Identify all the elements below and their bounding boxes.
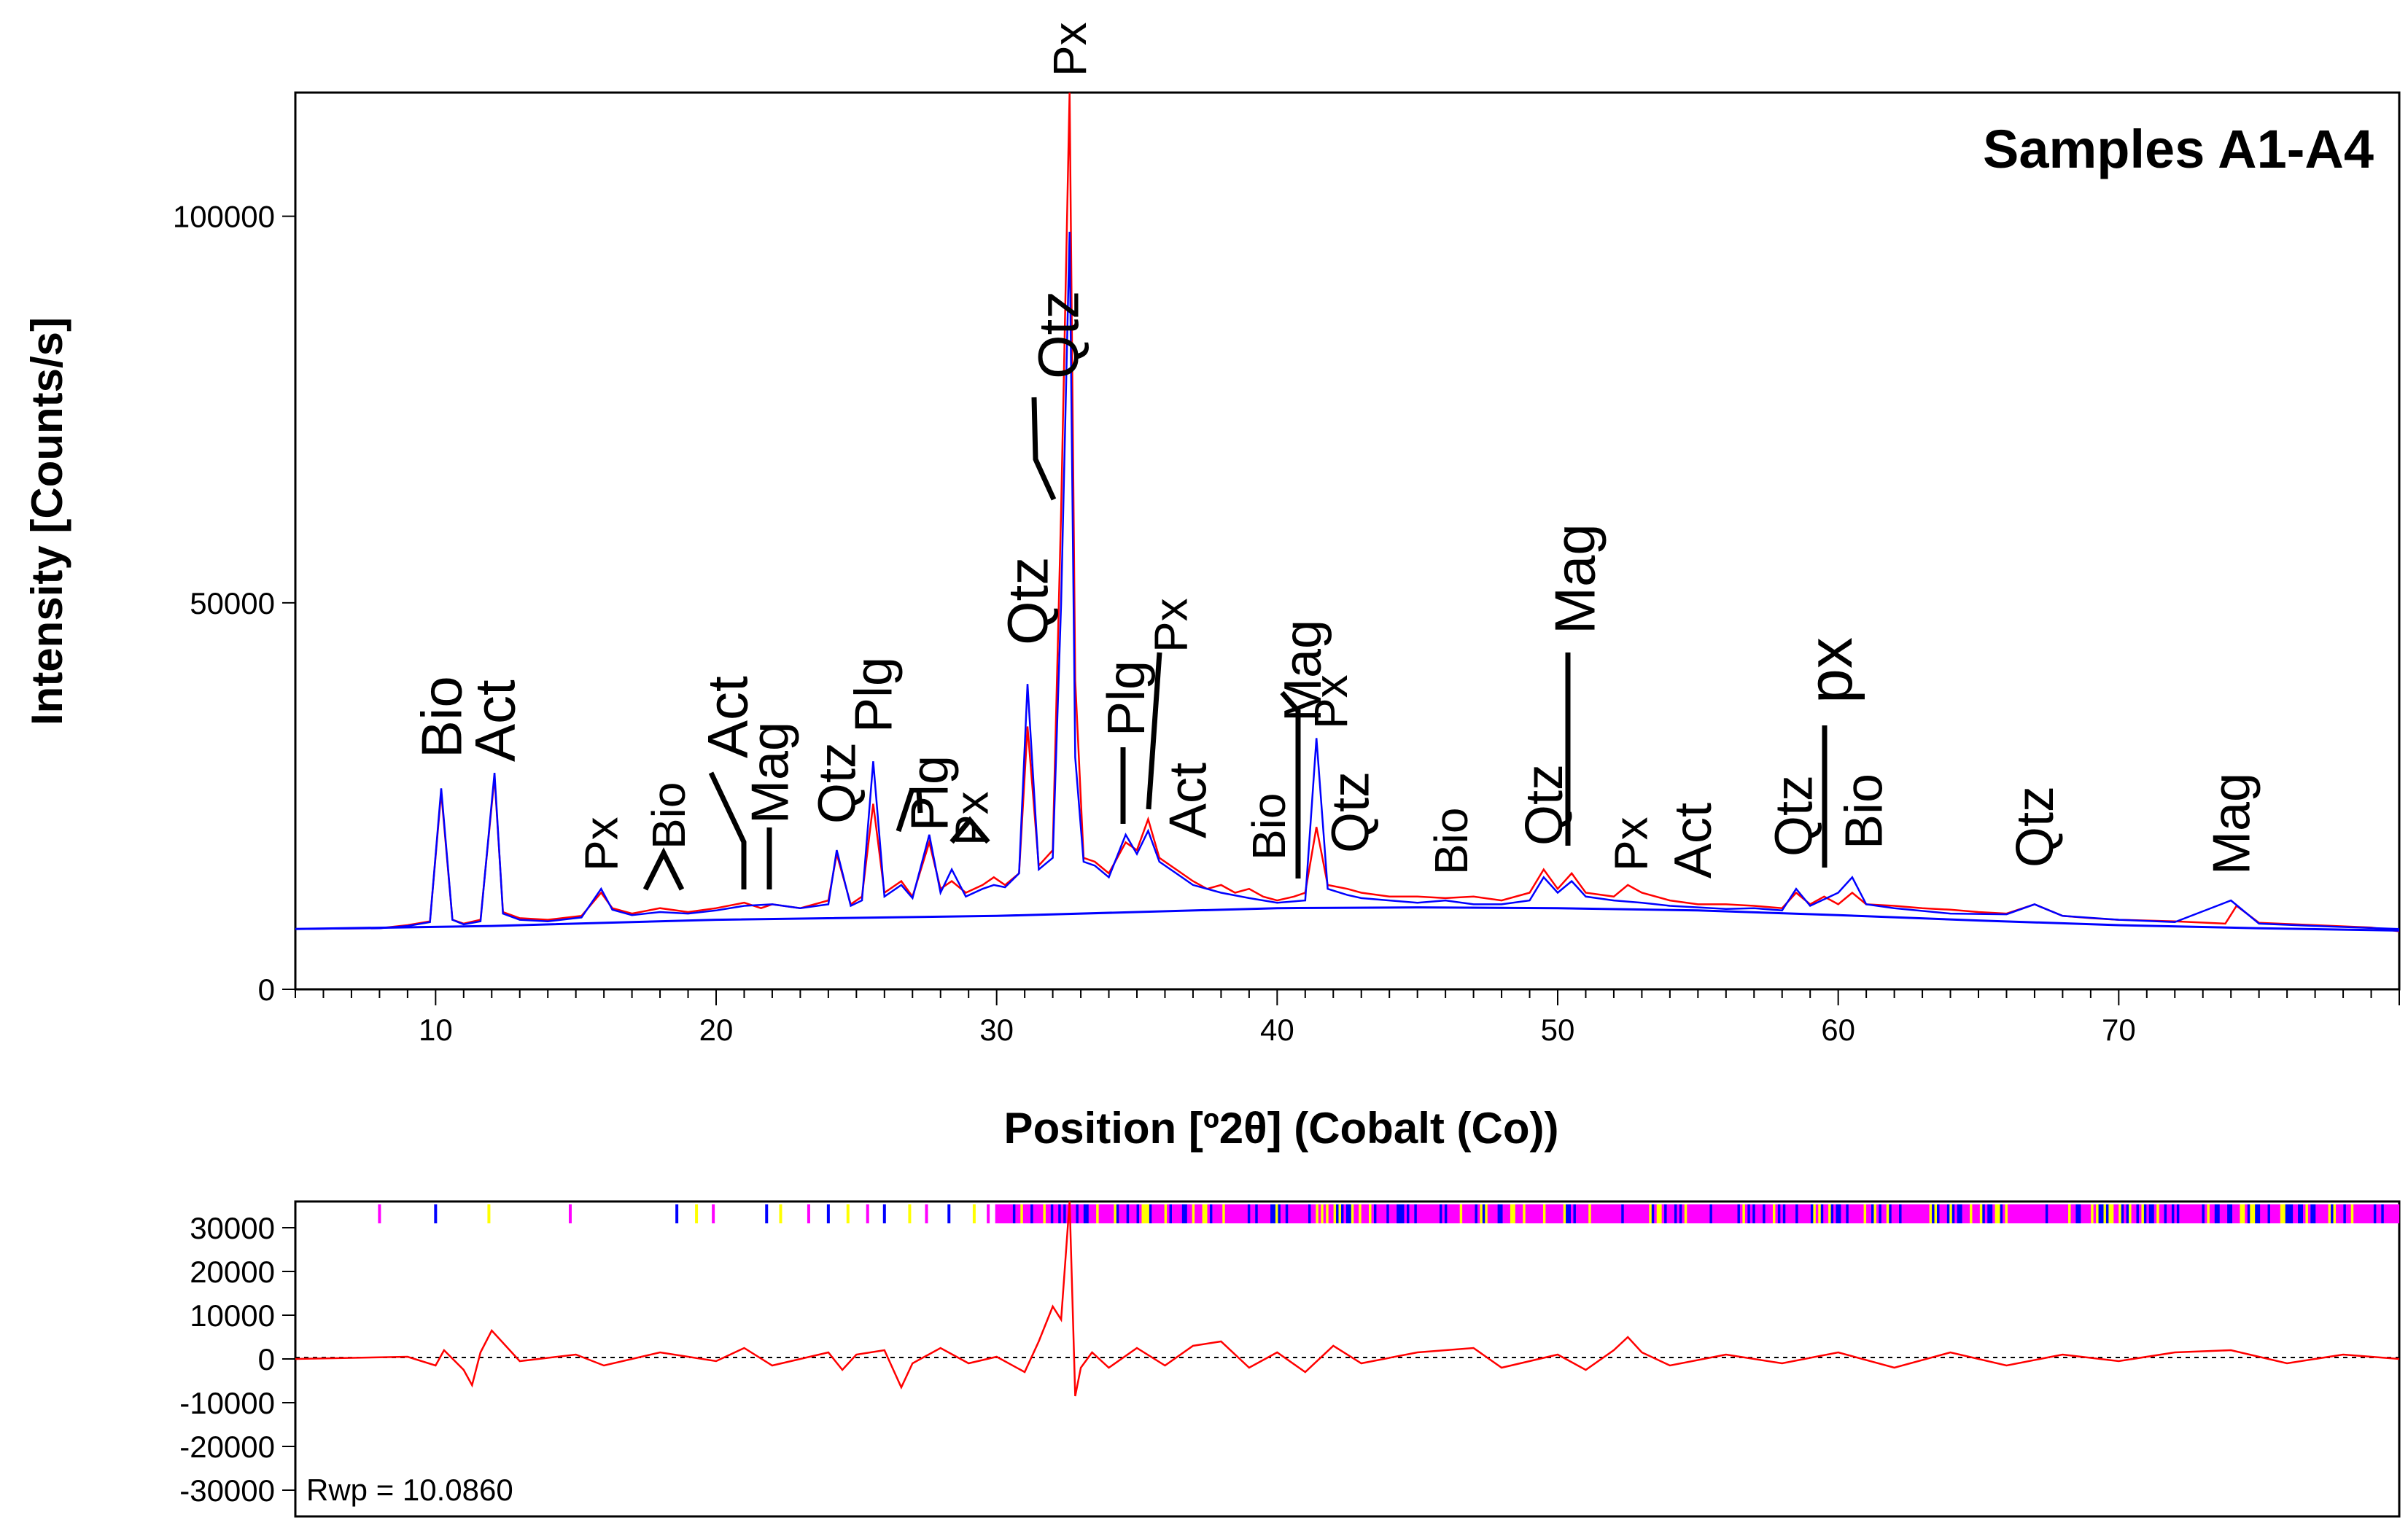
peak-label: Px bbox=[1604, 817, 1657, 871]
rwp-annotation: Rwp = 10.0860 bbox=[306, 1473, 513, 1507]
peak-leader-line bbox=[708, 771, 747, 889]
peak-leader-line bbox=[949, 816, 990, 844]
residual-y-tick-label: -20000 bbox=[179, 1430, 275, 1464]
peak-label: Act bbox=[1664, 803, 1723, 879]
peak-label: Bio bbox=[642, 782, 695, 850]
x-tick-label: 40 bbox=[1260, 1013, 1294, 1047]
reference-ticks-group bbox=[378, 1204, 2400, 1223]
x-tick-label: 30 bbox=[979, 1013, 1014, 1047]
peak-label: Plg bbox=[1098, 661, 1156, 736]
residual-y-tick-label: 0 bbox=[258, 1342, 275, 1376]
peak-label: Bio bbox=[1243, 793, 1295, 861]
peak-label: Qtz bbox=[995, 557, 1060, 645]
peak-label: Act bbox=[1159, 763, 1217, 838]
peak-label: Mag bbox=[2202, 773, 2261, 875]
peak-leader-line bbox=[1280, 690, 1301, 879]
peak-label: Qtz bbox=[1515, 764, 1574, 846]
peak-label: Act bbox=[696, 676, 760, 758]
peak-leader-line bbox=[896, 790, 923, 833]
series-line bbox=[295, 231, 2400, 930]
x-tick-label: 20 bbox=[699, 1013, 734, 1047]
peak-label: Mag bbox=[1274, 620, 1332, 722]
residual-y-tick-label: 10000 bbox=[190, 1298, 275, 1333]
residual-y-tick-label: -30000 bbox=[179, 1473, 275, 1508]
peak-label: Mag bbox=[741, 722, 799, 824]
y-tick-label: 50000 bbox=[190, 586, 275, 620]
x-tick-label: 60 bbox=[1821, 1013, 1855, 1047]
residual-axes-group: 30000 20000 10000 0 -10000 -20000 -30000 bbox=[179, 1211, 295, 1508]
y-tick-label: 100000 bbox=[173, 200, 275, 234]
peak-label: Qtz bbox=[1765, 775, 1823, 857]
peak-leader-line bbox=[1031, 397, 1057, 501]
peak-label: Plg bbox=[845, 657, 904, 733]
residual-line bbox=[295, 1201, 2400, 1397]
residual-plot-frame bbox=[294, 1200, 2401, 1518]
peak-leader-line bbox=[642, 847, 685, 891]
peak-label: Bio bbox=[1425, 808, 1477, 876]
peak-label: px bbox=[1795, 637, 1865, 704]
peak-label: Mag bbox=[1542, 523, 1607, 634]
peak-label: Qtz bbox=[1027, 291, 1091, 379]
peak-label: Qtz bbox=[2006, 786, 2065, 868]
peak-label: Qtz bbox=[809, 742, 867, 824]
residual-series-group bbox=[295, 1201, 2400, 1397]
x-tick-label: 10 bbox=[419, 1013, 453, 1047]
chart-title: Samples A1-A4 bbox=[1983, 119, 2374, 179]
series-line bbox=[295, 92, 2400, 932]
series-line bbox=[295, 906, 2400, 932]
peak-label: Px bbox=[575, 817, 628, 871]
peak-label: Px bbox=[1044, 22, 1096, 77]
residual-y-tick-label: -10000 bbox=[179, 1386, 275, 1420]
residual-y-tick-label: 30000 bbox=[190, 1211, 275, 1245]
peak-label: Qtz bbox=[1322, 771, 1380, 853]
y-axis-label: Intensity [Counts/s] bbox=[23, 317, 71, 725]
x-tick-label: 50 bbox=[1541, 1013, 1575, 1047]
y-tick-label: 0 bbox=[258, 973, 275, 1007]
main-series-group bbox=[295, 92, 2400, 932]
peak-label: Px bbox=[1145, 598, 1197, 652]
main-axes-group: 10 20 30 40 50 60 70 0 50000 100000 bbox=[173, 200, 2400, 1047]
peak-label: Px bbox=[1305, 674, 1357, 729]
x-tick-label: 70 bbox=[2102, 1013, 2136, 1047]
x-axis-label: Position [º2θ] (Cobalt (Co)) bbox=[1004, 1104, 1559, 1153]
main-plot-frame bbox=[294, 91, 2401, 991]
peak-label: Bio bbox=[1836, 774, 1894, 849]
peak-leader-line bbox=[1146, 652, 1162, 810]
peak-label: Bio bbox=[409, 676, 473, 758]
peak-label: Act bbox=[462, 679, 527, 762]
residual-y-tick-label: 20000 bbox=[190, 1255, 275, 1289]
